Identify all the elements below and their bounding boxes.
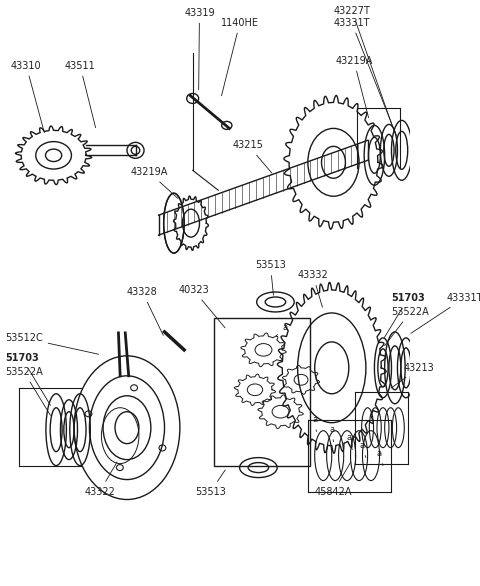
Text: a: a — [359, 441, 366, 458]
Text: 43331T: 43331T — [411, 293, 480, 333]
Text: 43215: 43215 — [233, 141, 272, 173]
Text: 43328: 43328 — [127, 287, 163, 335]
Text: 43227T: 43227T — [334, 6, 392, 126]
Text: 53512C: 53512C — [5, 333, 99, 355]
Text: a: a — [312, 415, 317, 432]
Text: 43310: 43310 — [11, 60, 44, 132]
Text: 43332: 43332 — [298, 270, 328, 307]
Text: 43319: 43319 — [184, 8, 215, 90]
Text: a: a — [329, 425, 335, 442]
Text: 43331T: 43331T — [334, 18, 396, 136]
Bar — [214, 318, 310, 466]
Text: 40323: 40323 — [178, 285, 225, 328]
Text: a: a — [376, 449, 383, 466]
Text: 1140HE: 1140HE — [221, 18, 259, 96]
Text: 53513: 53513 — [255, 260, 286, 295]
Text: a: a — [346, 433, 352, 449]
Ellipse shape — [164, 193, 184, 253]
Text: 43322: 43322 — [84, 462, 117, 496]
Text: 51703: 51703 — [384, 293, 425, 338]
Text: 43213: 43213 — [391, 363, 434, 388]
Text: 43511: 43511 — [65, 60, 96, 128]
Text: 53513: 53513 — [195, 470, 226, 496]
Text: 43219A: 43219A — [131, 167, 178, 198]
Text: 53522A: 53522A — [384, 307, 429, 346]
Text: 45842A: 45842A — [315, 462, 352, 496]
Text: 43219A: 43219A — [335, 56, 372, 118]
Text: 51703: 51703 — [5, 353, 50, 406]
Text: a: a — [276, 323, 288, 336]
Text: 53522A: 53522A — [5, 367, 50, 415]
